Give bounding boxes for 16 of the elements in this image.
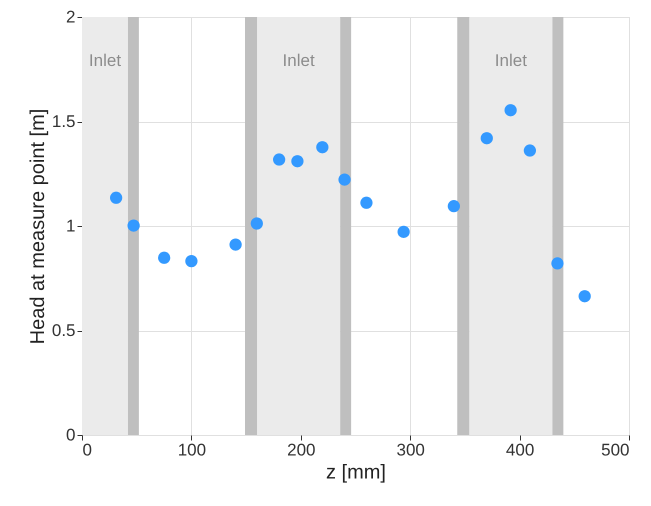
x-tick-label: 200 bbox=[287, 440, 316, 460]
x-tick-label: 400 bbox=[506, 440, 534, 460]
y-tick-label: 1 bbox=[66, 216, 76, 236]
x-tick-label: 500 bbox=[601, 440, 630, 460]
x-tick-label: 100 bbox=[178, 440, 206, 460]
x-tick-label: 0 bbox=[82, 440, 92, 460]
y-tick-label: 2 bbox=[66, 8, 76, 26]
y-tick-label: 1.5 bbox=[52, 112, 76, 131]
y-tick-label: 0 bbox=[66, 426, 76, 444]
y-tick-label: 0.5 bbox=[52, 321, 76, 340]
band-label: Inlet bbox=[494, 51, 528, 70]
y-axis-title: Head at measure point [m] bbox=[26, 108, 49, 344]
x-tick-label: 300 bbox=[396, 440, 425, 460]
band-label: Inlet bbox=[88, 51, 122, 70]
band-label: Inlet bbox=[282, 51, 315, 70]
x-axis-title: z [mm] bbox=[326, 462, 386, 484]
